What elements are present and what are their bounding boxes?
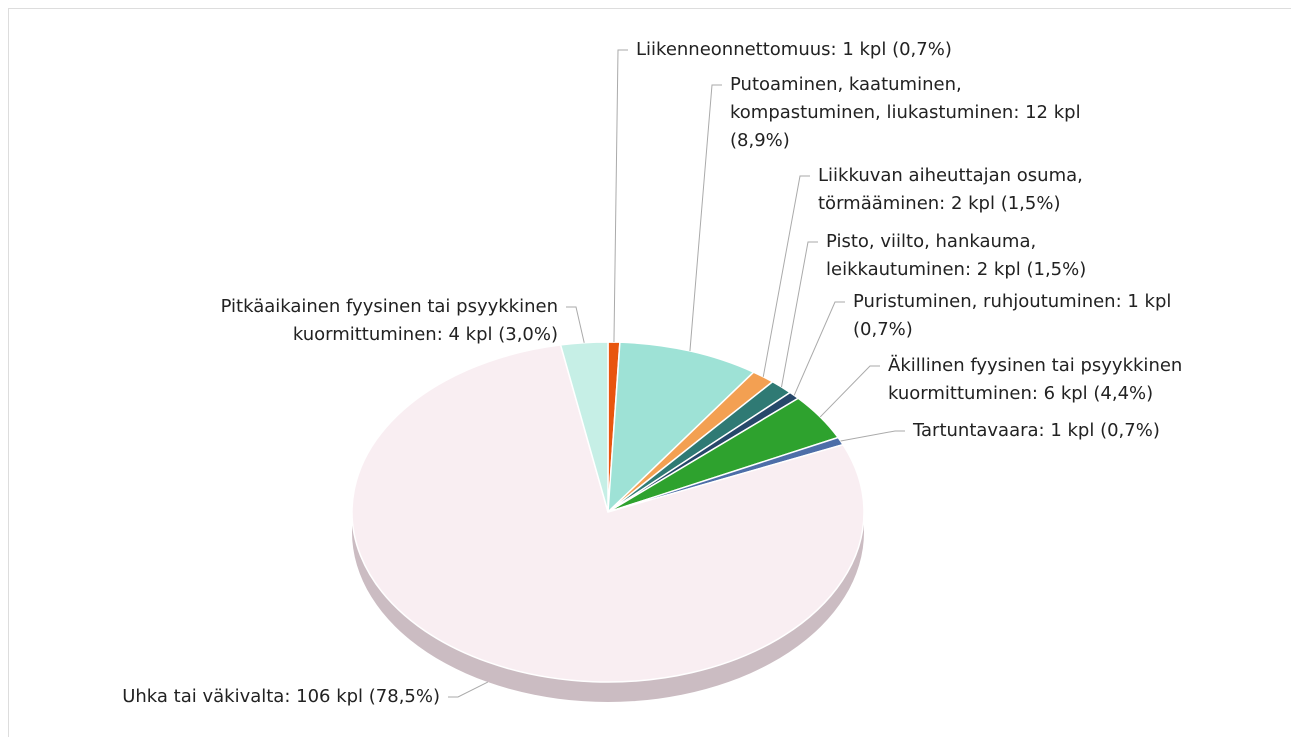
leader-line [840, 430, 905, 442]
slice-label: (0,7%) [853, 319, 913, 340]
leader-line [793, 301, 845, 396]
leader-line [689, 84, 722, 351]
pie-slice [559, 341, 609, 513]
slice-label: Äkillinen fyysinen tai psyykkinen [888, 355, 1182, 376]
leader-line [613, 49, 628, 343]
slice-label: Putoaminen, kaatuminen, [730, 74, 962, 95]
leader-line [819, 365, 880, 418]
slice-label: törmääminen: 2 kpl (1,5%) [818, 193, 1060, 214]
leader-line [566, 306, 585, 343]
leader-line [448, 681, 489, 698]
slice-label: kompastuminen, liukastuminen: 12 kpl [730, 102, 1081, 123]
leader-line [762, 175, 810, 377]
slice-label: kuormittuminen: 4 kpl (3,0%) [293, 324, 558, 345]
slice-label: (8,9%) [730, 130, 790, 151]
leader-line [781, 241, 818, 388]
pie-slice [351, 344, 865, 683]
slice-label: Liikkuvan aiheuttajan osuma, [818, 165, 1083, 186]
slice-label: Pitkäaikainen fyysinen tai psyykkinen [221, 296, 558, 317]
slice-label: Uhka tai väkivalta: 106 kpl (78,5%) [122, 686, 440, 707]
slice-label: leikkautuminen: 2 kpl (1,5%) [826, 259, 1086, 280]
slice-label: Pisto, viilto, hankauma, [826, 231, 1036, 252]
slice-label: Puristuminen, ruhjoutuminen: 1 kpl [853, 291, 1171, 312]
chart-frame [8, 8, 1291, 737]
pie-slice [607, 341, 755, 514]
slice-label: Tartuntavaara: 1 kpl (0,7%) [912, 420, 1160, 441]
slice-label: Liikenneonnettomuus: 1 kpl (0,7%) [636, 39, 952, 60]
slice-label: kuormittuminen: 6 kpl (4,4%) [888, 383, 1153, 404]
